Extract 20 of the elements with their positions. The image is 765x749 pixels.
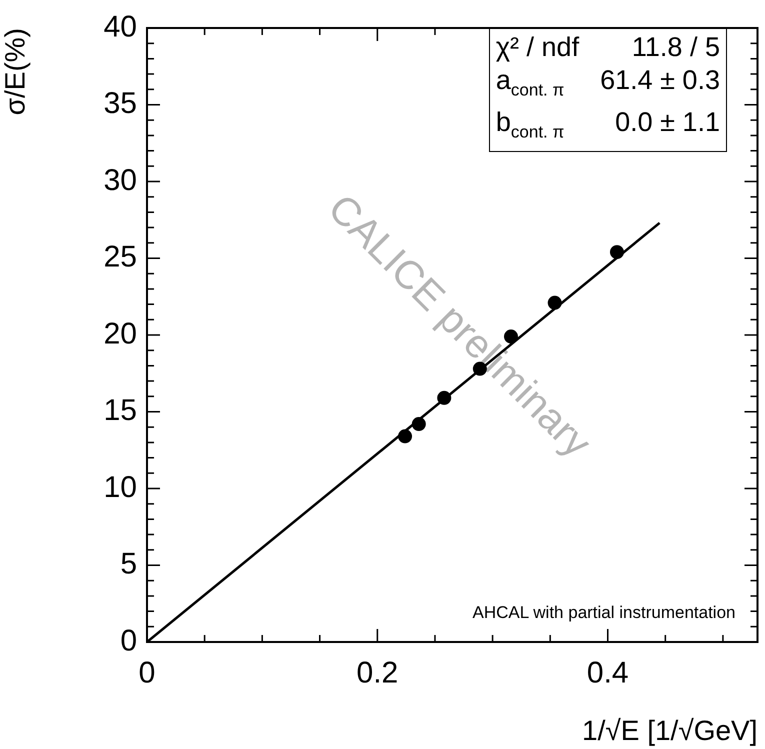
x-tick-label: 0.4	[586, 656, 629, 690]
y-tick-label: 0	[120, 624, 137, 658]
y-tick-label: 15	[104, 394, 137, 428]
y-tick-label: 20	[104, 317, 137, 350]
y-tick-label: 35	[104, 87, 137, 120]
y-tick-label: 25	[104, 240, 137, 274]
x-axis-title: 1/√E [1/√GeV]	[582, 714, 758, 746]
annotation: 11.8 / 5	[630, 31, 720, 64]
annotation: 0.0 ± 1.1	[614, 106, 720, 140]
x-tick-label: 0.2	[356, 656, 398, 690]
annotation: AHCAL with partial instrumentation	[472, 603, 736, 622]
annotation: a$_{cont. π}$	[496, 64, 566, 102]
y-tick-label: 30	[104, 164, 137, 197]
annotation: 61.4 ± 0.3	[599, 64, 720, 97]
annotation: b$_{cont. π}$	[496, 106, 566, 144]
y-tick-label: 5	[120, 548, 137, 581]
annotation: χ² / ndf	[496, 31, 580, 64]
y-tick-label: 40	[104, 10, 137, 44]
y-axis-title: σ/E(%)	[0, 28, 31, 116]
y-tick-label: 10	[104, 470, 137, 504]
